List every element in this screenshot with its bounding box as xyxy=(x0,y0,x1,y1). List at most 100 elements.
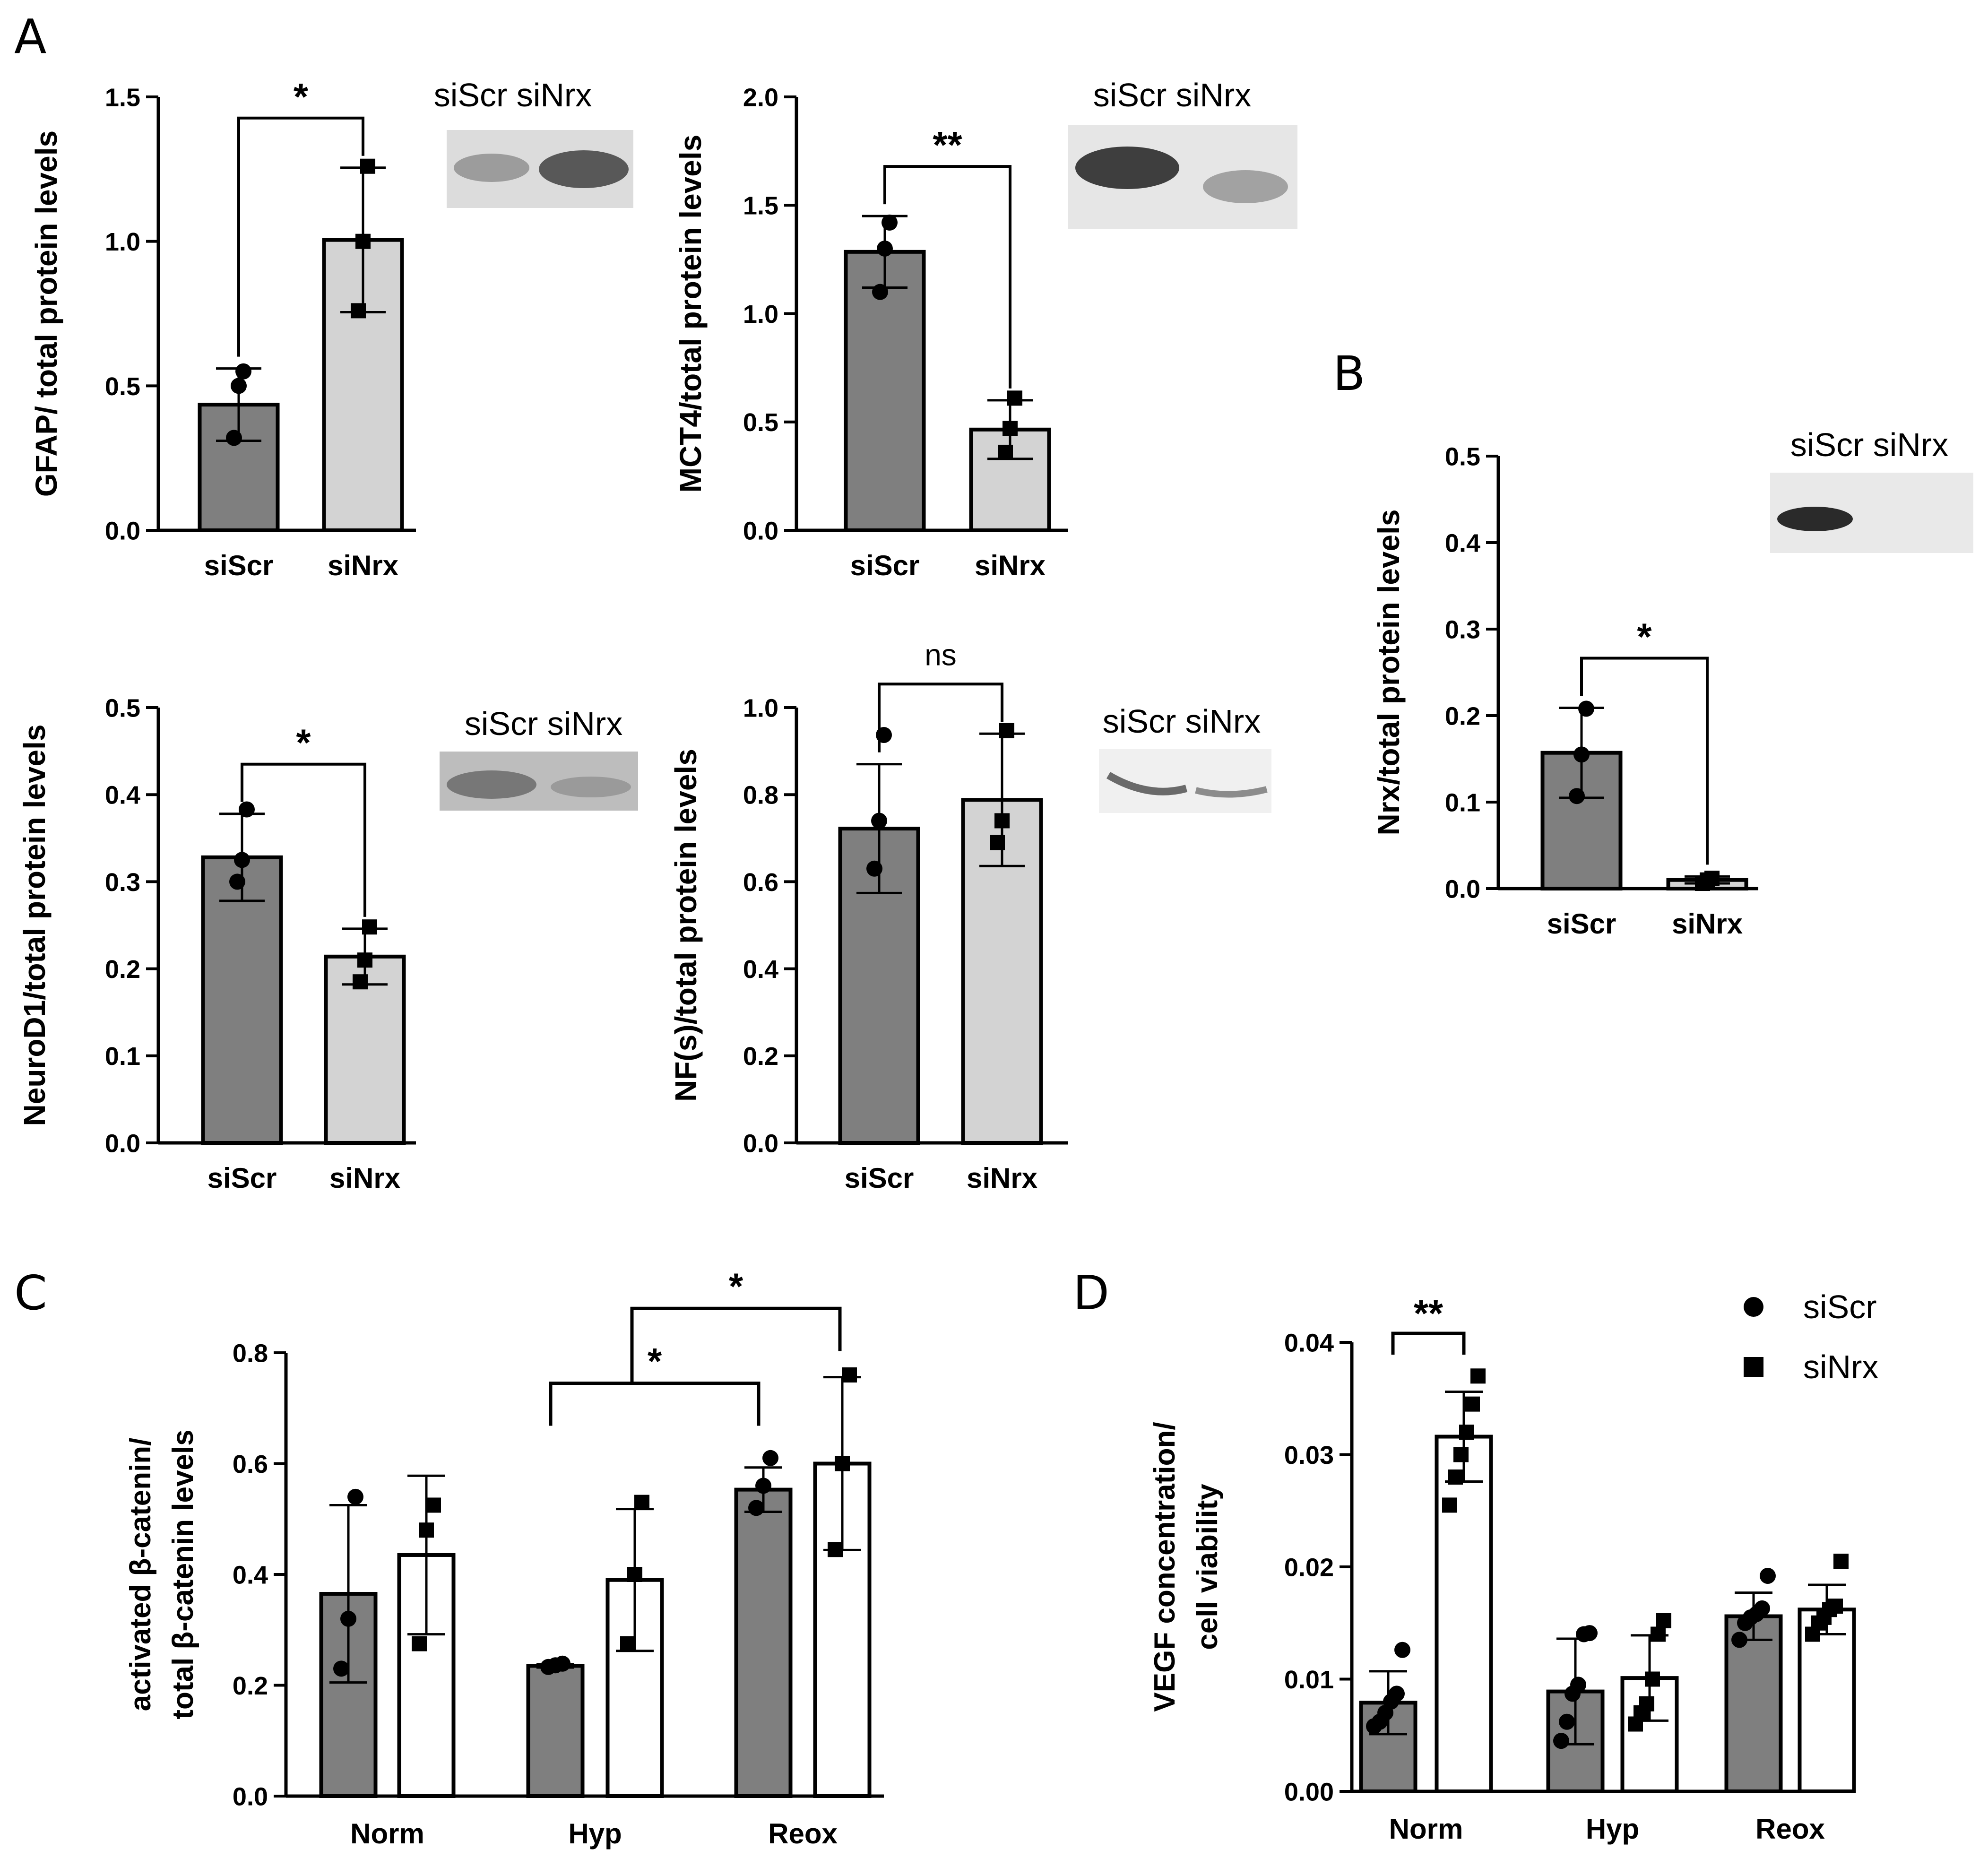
vegf-data-point xyxy=(1465,1396,1480,1412)
mct4-ytick-label: 0.5 xyxy=(743,408,778,437)
nrx-ytick-label: 0.0 xyxy=(1445,875,1480,903)
mct4-data-point xyxy=(998,444,1013,460)
neurod1-data-point xyxy=(362,919,377,935)
vegf-data-point xyxy=(1760,1568,1776,1584)
gfap-ytick-label: 1.5 xyxy=(105,83,140,112)
mct4-data-point xyxy=(1003,421,1018,436)
chart-nfs: 0.0 0.2 0.4 0.6 0.8 1.0 NF(s)/total protein le… xyxy=(669,638,1068,1194)
vegf-ytick-label: 0.04 xyxy=(1284,1329,1334,1357)
panel-letter-a: A xyxy=(14,9,46,64)
mct4-data-point xyxy=(872,284,888,300)
nrx-data-point xyxy=(1573,746,1590,763)
vegf-data-point xyxy=(1582,1625,1598,1642)
vegf-data-point xyxy=(1639,1696,1654,1711)
catenin-ytick-label: 0.0 xyxy=(233,1782,268,1811)
chart-vegf: 0.00 0.01 0.02 0.03 0.04 VEGF concentration/c… xyxy=(1149,1292,1856,1845)
legend-d-siscr-marker xyxy=(1744,1297,1763,1317)
neurod1-data-point xyxy=(239,801,255,818)
catenin-data-point xyxy=(419,1522,434,1538)
nfs-data-point xyxy=(999,723,1014,738)
panel-letter-b: B xyxy=(1333,346,1366,401)
catenin-category-label: Reox xyxy=(768,1818,838,1850)
nrx-y-axis-label: Nrx/total protein levels xyxy=(1372,510,1406,836)
nfs-data-point xyxy=(871,812,887,829)
mct4-category-label: siScr xyxy=(850,550,920,581)
blot-gfap: siScr siNrx xyxy=(434,77,633,208)
nrx-data-point xyxy=(1704,871,1720,886)
vegf-data-point xyxy=(1442,1497,1457,1513)
blot-band-nfs-sinrx xyxy=(1195,786,1268,798)
mct4-significance-bracket xyxy=(883,165,1011,389)
blot-band-neurod1-sinrx xyxy=(551,777,631,797)
mct4-category-label: siNrx xyxy=(975,550,1046,581)
neurod1-ytick-label: 0.3 xyxy=(105,868,140,897)
gfap-data-point xyxy=(235,363,251,380)
catenin-data-point xyxy=(828,1542,843,1557)
blot-label-nrx: siScr siNrx xyxy=(1790,426,1948,463)
blot-band-gfap-sinrx xyxy=(539,150,629,188)
blot-label-gfap: siScr siNrx xyxy=(434,77,592,113)
nfs-ytick-label: 0.8 xyxy=(743,781,778,810)
catenin-data-point xyxy=(755,1478,771,1494)
blot-mct4: siScr siNrx xyxy=(1068,77,1297,229)
gfap-data-point xyxy=(231,378,247,394)
catenin-bar-reox-siscr xyxy=(734,1487,793,1798)
neurod1-ytick-label: 0.0 xyxy=(105,1129,140,1158)
catenin-category-label: Hyp xyxy=(568,1818,622,1850)
mct4-data-point xyxy=(882,214,898,231)
vegf-data-point xyxy=(1394,1642,1410,1658)
catenin-data-point xyxy=(347,1488,363,1505)
mct4-ytick-label: 1.5 xyxy=(743,192,778,220)
gfap-category-label: siScr xyxy=(204,550,274,581)
catenin-bar-hyp-siscr xyxy=(526,1664,585,1798)
gfap-significance-label: * xyxy=(294,76,309,118)
mct4-significance-label: ** xyxy=(933,124,962,166)
chart-neurod1: 0.0 0.1 0.2 0.3 0.4 0.5 NeuroD1/total protein … xyxy=(17,694,416,1194)
catenin-data-point xyxy=(333,1660,349,1677)
blot-band-mct4-siscr xyxy=(1075,147,1179,189)
neurod1-significance-bracket xyxy=(241,762,366,917)
nrx-ytick-label: 0.2 xyxy=(1445,702,1480,730)
nfs-ytick-label: 1.0 xyxy=(743,694,778,722)
nfs-data-point xyxy=(994,813,1010,829)
catenin-data-point xyxy=(762,1450,778,1466)
panel-letter-d: D xyxy=(1073,1265,1109,1321)
vegf-data-point xyxy=(1553,1733,1569,1749)
mct4-y-axis-label: MCT4/total protein levels xyxy=(674,135,708,493)
legend-d: siScr siNrx xyxy=(1744,1288,1878,1385)
vegf-data-point xyxy=(1448,1469,1463,1485)
catenin-category-label: Norm xyxy=(350,1818,424,1850)
gfap-category-label: siNrx xyxy=(328,550,398,581)
vegf-data-point xyxy=(1731,1632,1747,1648)
gfap-ytick-label: 0.5 xyxy=(105,372,140,401)
nrx-significance-label: * xyxy=(1637,616,1652,658)
gfap-significance-bracket xyxy=(237,116,364,357)
vegf-category-label: Hyp xyxy=(1586,1813,1639,1845)
catenin-y-axis-label: activated β-catenin/ xyxy=(124,1438,157,1711)
vegf-ytick-label: 0.03 xyxy=(1284,1441,1334,1469)
vegf-data-point xyxy=(1651,1626,1666,1642)
catenin-data-point xyxy=(627,1567,642,1582)
chart-gfap: 0.0 0.5 1.0 1.5 GFAP/ total protein levels si… xyxy=(29,76,416,581)
vegf-significance-bracket xyxy=(1391,1331,1466,1355)
nrx-ytick-label: 0.5 xyxy=(1445,442,1480,471)
vegf-data-point xyxy=(1389,1685,1405,1702)
blot-nrx: siScr siNrx xyxy=(1770,426,1973,553)
mct4-ytick-label: 0.0 xyxy=(743,517,778,545)
catenin-data-point xyxy=(634,1495,649,1510)
blot-label-nfs: siScr siNrx xyxy=(1103,703,1261,740)
nrx-category-label: siNrx xyxy=(1672,908,1743,940)
vegf-ytick-label: 0.00 xyxy=(1284,1778,1334,1806)
legend-d-sinrx-label: siNrx xyxy=(1803,1348,1878,1385)
blot-label-neurod1: siScr siNrx xyxy=(465,705,622,742)
nfs-y-axis-label: NF(s)/total protein levels xyxy=(669,749,703,1102)
neurod1-y-axis-label: NeuroD1/total protein levels xyxy=(17,725,52,1126)
mct4-ytick-label: 2.0 xyxy=(743,83,778,112)
nfs-ytick-label: 0.2 xyxy=(743,1042,778,1071)
catenin-ytick-label: 0.2 xyxy=(233,1672,268,1700)
vegf-category-label: Reox xyxy=(1755,1813,1825,1845)
nfs-data-point xyxy=(990,835,1005,850)
chart-mct4: 0.0 0.5 1.0 1.5 2.0 MCT4/total protein levels… xyxy=(674,83,1068,581)
nrx-ytick-label: 0.1 xyxy=(1445,788,1480,817)
vegf-category-label: Norm xyxy=(1389,1813,1463,1845)
